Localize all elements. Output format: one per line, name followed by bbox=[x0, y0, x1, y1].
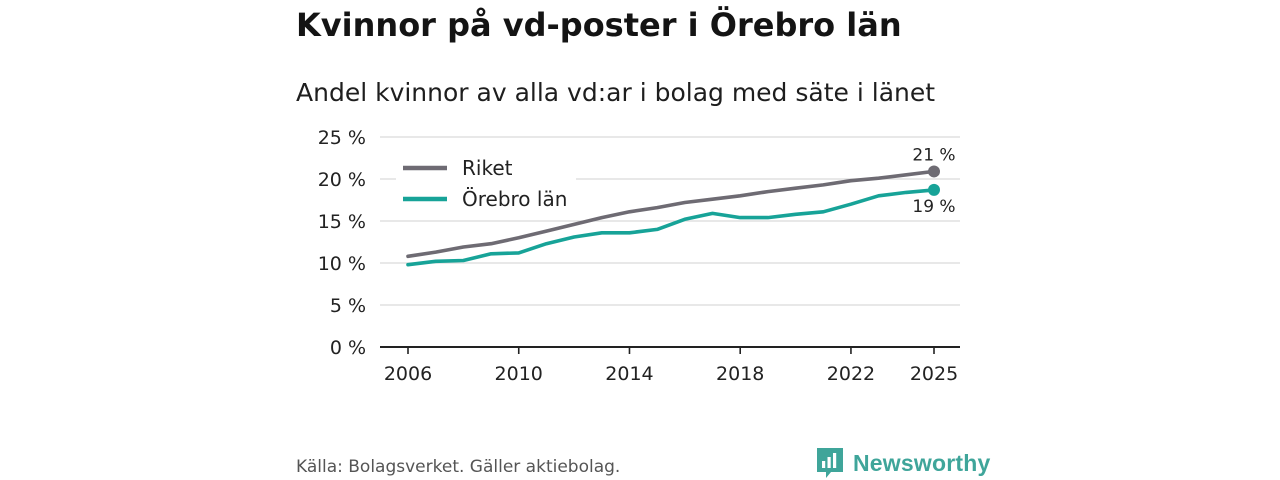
source-note: Källa: Bolagsverket. Gäller aktiebolag. bbox=[296, 457, 621, 477]
x-tick-label: 2018 bbox=[716, 363, 764, 385]
legend: Riket Örebro län bbox=[396, 150, 576, 216]
legend-label: Örebro län bbox=[462, 187, 567, 211]
chart-title: Kvinnor på vd-poster i Örebro län bbox=[296, 6, 902, 44]
series-lines bbox=[406, 165, 940, 267]
x-tick-label: 2025 bbox=[910, 363, 958, 385]
series-line-riket bbox=[406, 169, 936, 259]
x-tick-label: 2010 bbox=[495, 363, 543, 385]
x-axis: 2006 2010 2014 2018 2022 2025 bbox=[380, 346, 960, 385]
brand-name: Newsworthy bbox=[853, 449, 991, 476]
x-tick-label: 2014 bbox=[605, 363, 653, 385]
y-tick-label: 5 % bbox=[330, 295, 366, 317]
y-tick-label: 15 % bbox=[318, 211, 366, 233]
series-line-örebro-län bbox=[406, 188, 936, 267]
chart-subtitle: Andel kvinnor av alla vd:ar i bolag med … bbox=[296, 78, 936, 107]
end-label-orebro: 19 % bbox=[912, 197, 955, 217]
x-tick-label: 2006 bbox=[384, 363, 432, 385]
legend-label: Riket bbox=[462, 156, 513, 180]
y-tick-label: 0 % bbox=[330, 337, 366, 359]
line-chart: 0 %5 %10 %15 %20 %25 % 2006 2010 2014 2018 2… bbox=[318, 127, 960, 385]
brand-logo: Newsworthy bbox=[815, 446, 990, 480]
y-tick-label: 20 % bbox=[318, 169, 366, 191]
y-tick-label: 25 % bbox=[318, 127, 366, 149]
y-axis: 0 % 5 % 10 % 15 % 20 % 25 % bbox=[318, 127, 366, 359]
legend-background bbox=[396, 150, 576, 216]
end-point bbox=[928, 165, 940, 178]
bar-chart-speech-bubble-icon bbox=[817, 448, 843, 478]
end-labels: 21 % 19 % bbox=[912, 145, 955, 216]
y-tick-label: 10 % bbox=[318, 253, 366, 275]
end-label-riket: 21 % bbox=[912, 145, 955, 165]
end-point bbox=[928, 183, 940, 196]
x-tick-label: 2022 bbox=[827, 363, 875, 385]
